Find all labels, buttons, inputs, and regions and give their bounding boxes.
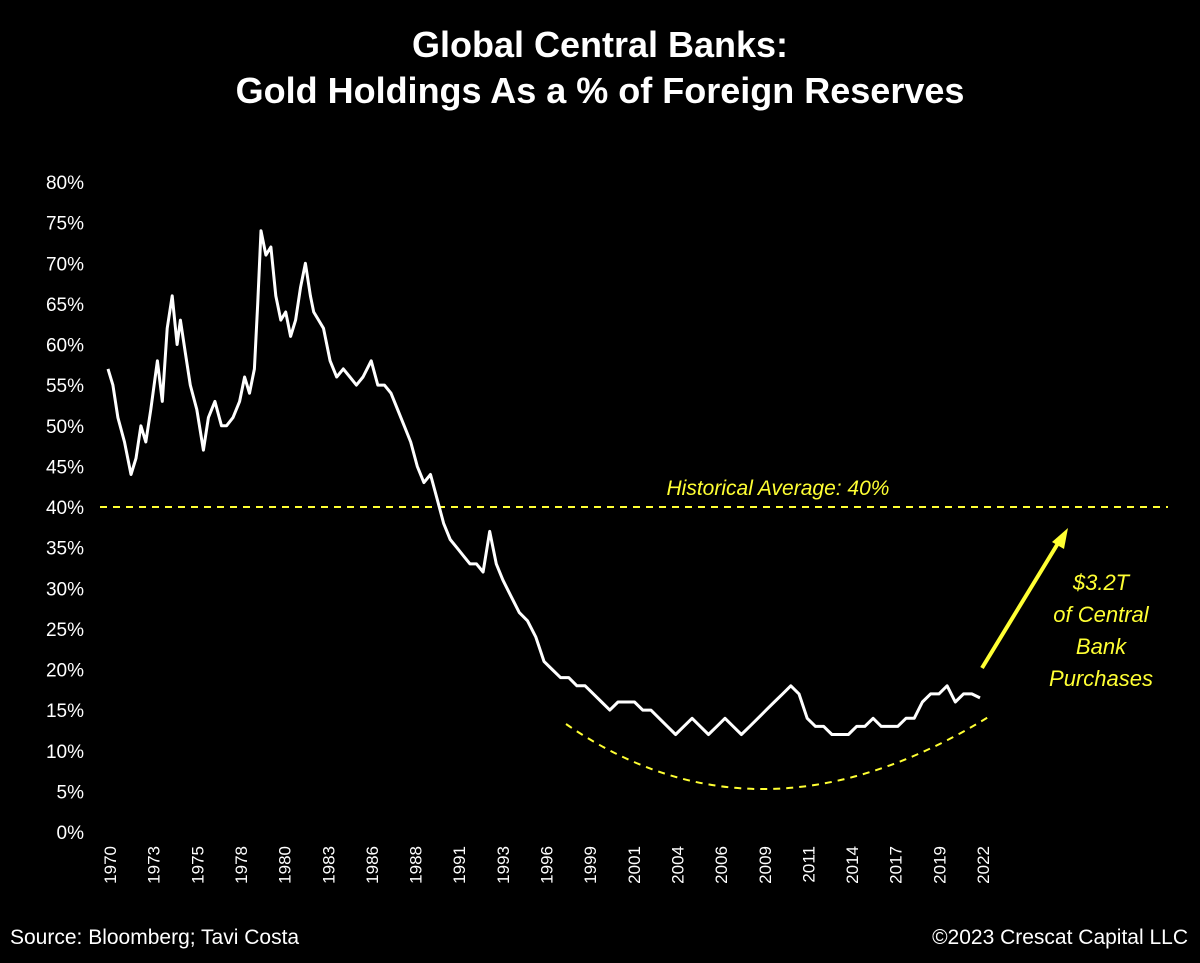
y-tick-label: 0%: [57, 823, 85, 844]
copyright-note: ©2023 Crescat Capital LLC: [932, 926, 1188, 949]
y-tick-label: 20%: [46, 661, 84, 682]
y-tick-label: 45%: [46, 457, 84, 478]
x-tick-label: 1973: [145, 846, 164, 884]
x-tick-label: 1970: [101, 846, 120, 884]
y-tick-label: 65%: [46, 295, 84, 316]
chart-title-line-1: Global Central Banks:: [411, 24, 789, 65]
x-tick-label: 1993: [494, 846, 513, 884]
series-line-gold-share: [106, 229, 981, 736]
purchases-annotation-line: Purchases: [1049, 666, 1153, 691]
y-tick-label: 5%: [57, 782, 85, 803]
x-tick-label: 2009: [756, 846, 775, 884]
y-tick-label: 15%: [46, 701, 84, 722]
y-axis-ticks: 0% 5% 10% 15% 20% 25% 30% 35% 40% 45% 50% 55% 60% 65%…: [46, 173, 84, 844]
x-tick-label: 2019: [930, 846, 949, 884]
chart-title-line-2: Gold Holdings As a % of Foreign Reserves: [235, 70, 965, 111]
x-tick-label: 2006: [712, 846, 731, 884]
x-tick-label: 2017: [887, 846, 906, 884]
x-tick-label: 2022: [974, 846, 993, 884]
upward-arrow-icon: [980, 528, 1068, 670]
x-tick-label: 1980: [276, 846, 295, 884]
y-tick-label: 60%: [46, 336, 84, 357]
x-tick-label: 1978: [232, 846, 251, 884]
y-tick-label: 55%: [46, 376, 84, 397]
purchases-annotation-line: $3.2T: [1072, 570, 1131, 595]
y-tick-label: 10%: [46, 742, 84, 763]
y-tick-label: 50%: [46, 417, 84, 438]
purchases-annotation-line: of Central: [1053, 602, 1149, 627]
x-axis-ticks: 1970 1973 1975 1978 1980 1983 1986 1988 1991 1993…: [101, 846, 993, 884]
y-tick-label: 80%: [46, 173, 84, 194]
purchases-annotation: $3.2T of Central Bank Purchases: [1049, 570, 1153, 691]
x-tick-label: 1986: [363, 846, 382, 884]
chart-title: Global Central Banks: Gold Holdings As a…: [0, 22, 1200, 114]
y-tick-label: 40%: [46, 498, 84, 519]
x-tick-label: 2004: [668, 846, 687, 884]
y-tick-label: 70%: [46, 254, 84, 275]
x-tick-label: 2001: [625, 846, 644, 884]
y-tick-label: 25%: [46, 620, 84, 641]
y-tick-label: 75%: [46, 214, 84, 235]
x-tick-label: 1996: [538, 846, 557, 884]
x-tick-label: 1988: [407, 846, 426, 884]
historical-average-label: Historical Average: 40%: [667, 477, 890, 500]
x-tick-label: 1983: [319, 846, 338, 884]
y-tick-label: 35%: [46, 539, 84, 560]
x-tick-label: 1999: [581, 846, 600, 884]
x-tick-label: 2011: [799, 846, 818, 883]
source-note: Source: Bloomberg; Tavi Costa: [10, 926, 300, 949]
y-tick-label: 30%: [46, 579, 84, 600]
x-tick-label: 1975: [188, 846, 207, 884]
x-tick-label: 1991: [450, 846, 469, 884]
purchases-annotation-line: Bank: [1076, 634, 1127, 659]
trough-curve: [565, 715, 991, 790]
x-tick-label: 2014: [843, 846, 862, 884]
